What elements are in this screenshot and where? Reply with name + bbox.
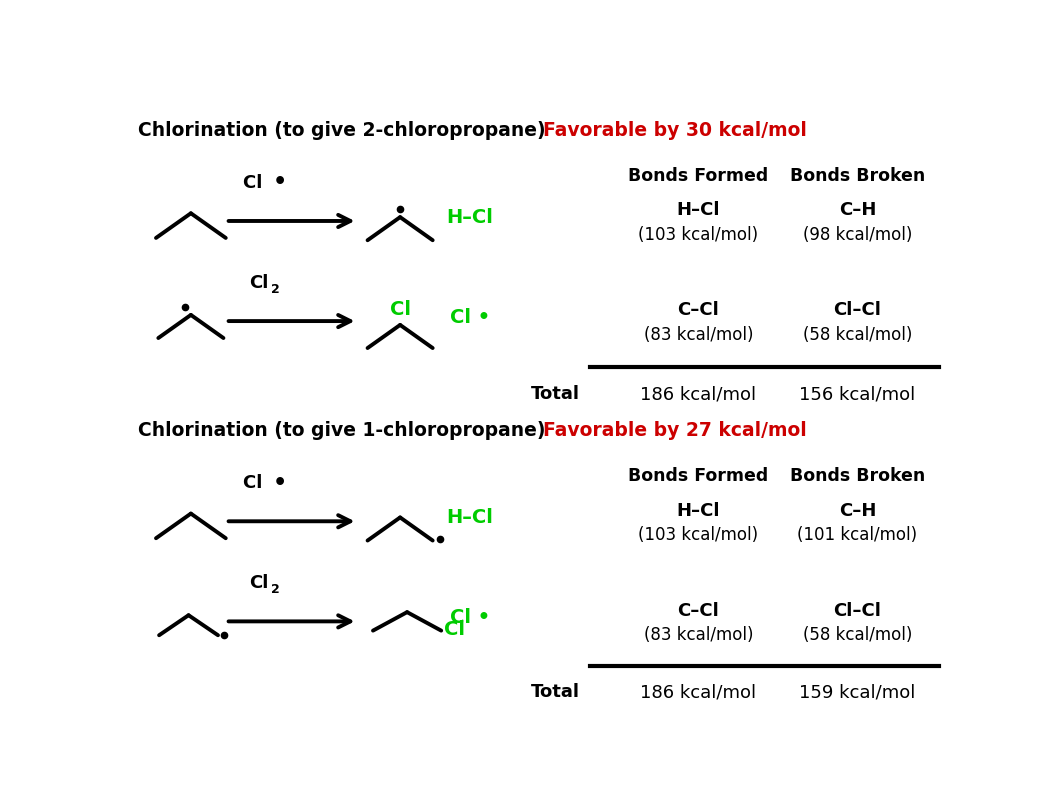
Text: 159 kcal/mol: 159 kcal/mol <box>800 683 915 701</box>
Text: Total: Total <box>531 385 580 403</box>
Text: Bonds Formed: Bonds Formed <box>629 468 769 485</box>
Text: H–Cl: H–Cl <box>676 201 720 219</box>
Text: Bonds Formed: Bonds Formed <box>629 167 769 185</box>
Text: 186 kcal/mol: 186 kcal/mol <box>640 385 756 403</box>
Text: (83 kcal/mol): (83 kcal/mol) <box>644 326 753 344</box>
Text: (101 kcal/mol): (101 kcal/mol) <box>798 526 918 544</box>
Text: C–Cl: C–Cl <box>678 302 719 319</box>
Text: 156 kcal/mol: 156 kcal/mol <box>800 385 915 403</box>
Text: H–Cl: H–Cl <box>446 508 494 527</box>
Text: C–H: C–H <box>839 201 876 219</box>
Text: Cl: Cl <box>243 474 269 492</box>
Text: Bonds Broken: Bonds Broken <box>790 167 925 185</box>
Text: H–Cl: H–Cl <box>446 208 494 227</box>
Text: Cl: Cl <box>249 273 269 292</box>
Text: Cl: Cl <box>390 300 411 318</box>
Text: C–H: C–H <box>839 501 876 520</box>
Text: 186 kcal/mol: 186 kcal/mol <box>640 683 756 701</box>
Text: (58 kcal/mol): (58 kcal/mol) <box>803 326 912 344</box>
Text: •: • <box>272 473 287 492</box>
Text: 2: 2 <box>271 583 279 596</box>
Text: •: • <box>272 172 287 192</box>
Text: (58 kcal/mol): (58 kcal/mol) <box>803 626 912 644</box>
Text: Bonds Broken: Bonds Broken <box>790 468 925 485</box>
Text: Favorable by 30 kcal/mol: Favorable by 30 kcal/mol <box>544 121 807 140</box>
Text: Cl •: Cl • <box>450 308 490 326</box>
Text: Cl •: Cl • <box>450 608 490 627</box>
Text: H–Cl: H–Cl <box>676 501 720 520</box>
Text: Chlorination (to give 1-chloropropane): Chlorination (to give 1-chloropropane) <box>138 421 546 440</box>
Text: (103 kcal/mol): (103 kcal/mol) <box>638 226 758 244</box>
Text: Cl: Cl <box>243 174 269 192</box>
Text: (98 kcal/mol): (98 kcal/mol) <box>803 226 912 244</box>
Text: (83 kcal/mol): (83 kcal/mol) <box>644 626 753 644</box>
Text: Cl–Cl: Cl–Cl <box>834 302 881 319</box>
Text: 2: 2 <box>271 282 279 296</box>
Text: Chlorination (to give 2-chloropropane): Chlorination (to give 2-chloropropane) <box>138 121 546 140</box>
Text: (103 kcal/mol): (103 kcal/mol) <box>638 526 758 544</box>
Text: Cl: Cl <box>444 620 465 638</box>
Text: Favorable by 27 kcal/mol: Favorable by 27 kcal/mol <box>544 421 807 440</box>
Text: Cl–Cl: Cl–Cl <box>834 602 881 620</box>
Text: C–Cl: C–Cl <box>678 602 719 620</box>
Text: Total: Total <box>531 683 580 701</box>
Text: Cl: Cl <box>249 574 269 592</box>
